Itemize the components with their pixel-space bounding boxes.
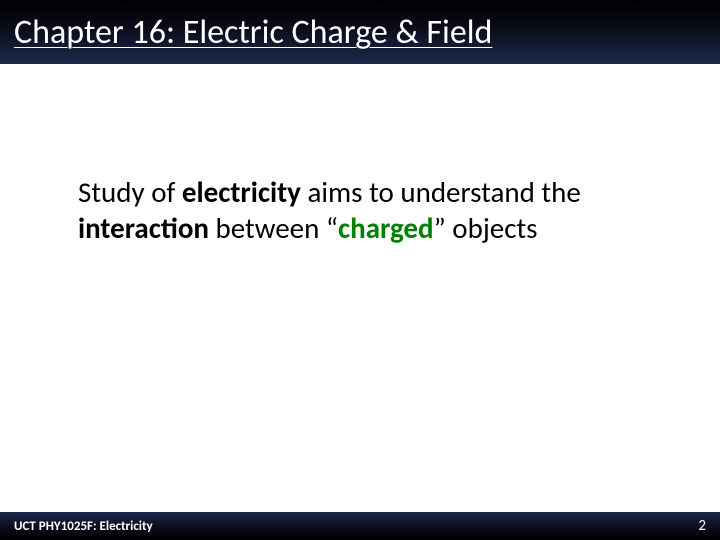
body-text-bold: interaction	[78, 210, 209, 246]
slide-container: Chapter 16: Electric Charge & Field Stud…	[0, 0, 720, 540]
body-text-part: aims to understand the	[301, 174, 581, 210]
body-text-part: Study of	[78, 174, 182, 210]
footer-page-number: 2	[698, 517, 706, 535]
body-text-part: ” objects	[434, 210, 538, 246]
body-text-bold: electricity	[182, 174, 301, 210]
body-text-green-bold: charged	[338, 210, 434, 246]
footer-bar: UCT PHY1025F: Electricity 2	[0, 512, 720, 540]
body-text-part: between “	[209, 210, 338, 246]
slide-title: Chapter 16: Electric Charge & Field	[14, 12, 492, 53]
body-text: Study of electricity aims to understand …	[78, 174, 660, 247]
content-area: Study of electricity aims to understand …	[0, 64, 720, 540]
footer-course-label: UCT PHY1025F: Electricity	[14, 519, 153, 534]
title-bar: Chapter 16: Electric Charge & Field	[0, 0, 720, 64]
